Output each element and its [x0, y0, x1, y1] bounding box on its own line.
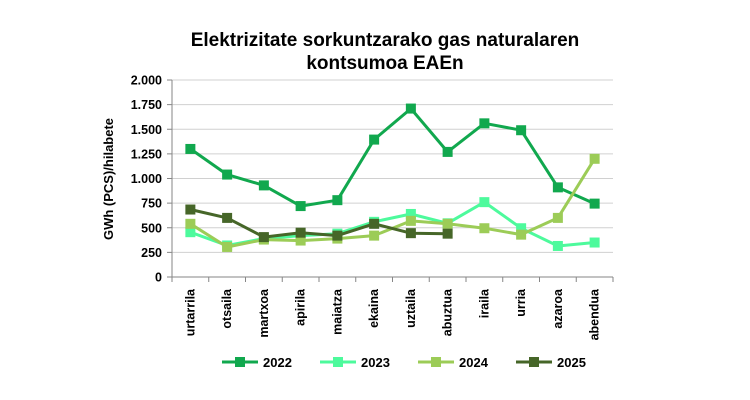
- data-point-2023: [479, 197, 490, 208]
- y-axis-title: GWh (PCS)/hilabete: [101, 118, 116, 240]
- legend-label-2023: 2023: [361, 355, 390, 370]
- legend: 2022 2023 2024 2025: [222, 355, 586, 370]
- data-point-2023: [185, 227, 196, 238]
- series-2025: [185, 204, 453, 243]
- y-tick-label: 750: [141, 197, 162, 211]
- data-point-2024: [222, 241, 233, 252]
- data-point-2025: [185, 204, 196, 215]
- y-tick-label: 2.000: [131, 74, 162, 88]
- x-tick-label: abendua: [588, 288, 602, 340]
- data-point-2023: [516, 223, 527, 234]
- data-point-2022: [222, 169, 233, 180]
- legend-label-2024: 2024: [459, 355, 489, 370]
- x-tick-label: abuztua: [441, 288, 455, 336]
- legend-item-2024: 2024: [418, 355, 489, 370]
- data-point-2025: [258, 232, 269, 243]
- x-tick-label: ekaina: [367, 288, 381, 328]
- data-point-2022: [332, 195, 343, 206]
- data-point-2022: [258, 180, 269, 191]
- series-line-2025: [190, 208, 448, 239]
- data-point-2024: [479, 223, 490, 234]
- data-point-2025: [222, 212, 233, 223]
- data-point-2025: [405, 228, 416, 239]
- data-point-2025: [332, 230, 343, 241]
- data-point-2024: [295, 235, 306, 246]
- data-point-2022: [442, 146, 453, 157]
- y-tick-label: 1.500: [131, 123, 162, 137]
- y-tick-label: 250: [141, 246, 162, 260]
- x-tick-label: urtarrila: [183, 288, 197, 336]
- chart-title-line-1: Elektrizitate sorkuntzarako gas naturala…: [191, 30, 580, 51]
- legend-label-2022: 2022: [263, 355, 292, 370]
- x-tick-label: azaroa: [551, 288, 565, 329]
- series-lines: [185, 103, 600, 252]
- data-point-2024: [589, 153, 600, 164]
- data-point-2025: [295, 227, 306, 238]
- data-point-2022: [295, 201, 306, 212]
- x-tick-labels: urtarrila otsaila martxoa apirila maiatza eka…: [183, 288, 601, 340]
- y-tick-label: 1.250: [131, 147, 162, 161]
- x-tick-label: urria: [514, 288, 528, 317]
- legend-label-2025: 2025: [557, 355, 586, 370]
- data-point-2023: [589, 237, 600, 248]
- data-point-2022: [479, 118, 490, 129]
- chart-title-line-2: kontsumoa EAEn: [306, 53, 463, 74]
- x-tick-label: martxoa: [257, 288, 271, 338]
- x-tick-label: otsaila: [220, 288, 234, 329]
- y-tick-label: 1.000: [131, 172, 162, 186]
- data-point-2022: [369, 134, 380, 145]
- data-point-2024: [442, 218, 453, 229]
- series-2022: [185, 103, 600, 212]
- data-point-2022: [185, 143, 196, 154]
- data-point-2022: [552, 182, 563, 193]
- data-point-2023: [552, 240, 563, 251]
- data-point-2022: [516, 125, 527, 136]
- data-point-2022: [589, 198, 600, 209]
- data-point-2024: [516, 229, 527, 240]
- series-line-2022: [189, 107, 596, 208]
- x-tick-label: apirila: [294, 288, 308, 326]
- x-tick-label: maiatza: [330, 288, 344, 335]
- y-tick-labels: 0 250 500 750 1.000 1.250 1.500 1.750 2.000: [131, 74, 162, 285]
- data-point-2022: [405, 103, 416, 114]
- y-tick-label: 0: [155, 271, 162, 285]
- legend-marker-2025: [529, 357, 539, 367]
- x-tick-label: iraila: [477, 288, 491, 318]
- legend-item-2025: 2025: [516, 355, 586, 370]
- y-tick-label: 1.750: [131, 98, 162, 112]
- legend-marker-2022: [235, 357, 245, 367]
- y-tick-label: 500: [141, 221, 162, 235]
- axes: [167, 79, 614, 282]
- data-point-2025: [369, 218, 380, 229]
- x-tick-label: uztaila: [404, 288, 418, 328]
- series-line-2023: [189, 200, 595, 248]
- data-point-2024: [552, 212, 563, 223]
- data-point-2023: [405, 208, 416, 219]
- legend-marker-2023: [333, 357, 343, 367]
- data-point-2024: [369, 230, 380, 241]
- data-point-2024: [185, 218, 196, 229]
- gridlines: [172, 79, 613, 253]
- legend-item-2022: 2022: [222, 355, 292, 370]
- data-point-2025: [442, 228, 453, 239]
- legend-item-2023: 2023: [320, 355, 390, 370]
- legend-marker-2024: [431, 357, 441, 367]
- data-point-2024: [405, 215, 416, 226]
